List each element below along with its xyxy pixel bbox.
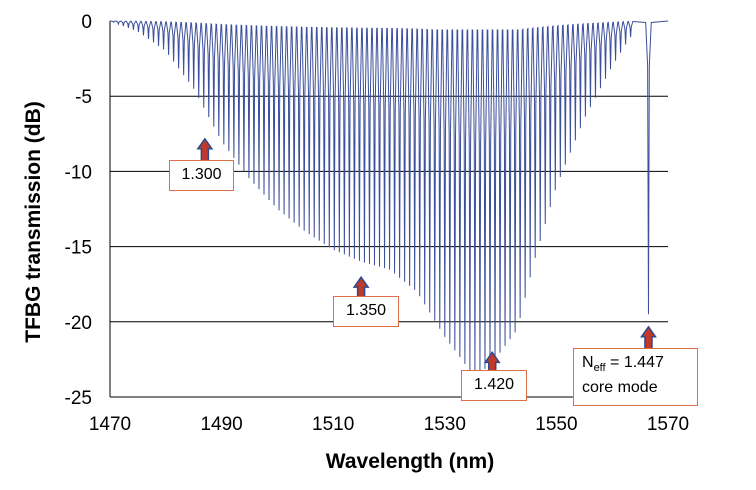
annotation-core-mode-text: core mode <box>582 379 658 397</box>
annotation-arrows <box>196 137 657 380</box>
x-tick-label: 1510 <box>312 414 354 435</box>
x-tick-label: 1550 <box>535 414 577 435</box>
spectrum-line <box>109 20 669 374</box>
x-tick-label: 1530 <box>424 414 466 435</box>
x-tick-label: 1570 <box>647 414 689 435</box>
annotation-1300: 1.300 <box>169 160 234 191</box>
annotation-label: 1.300 <box>181 166 222 183</box>
y-tick-labels: 0 -5 -10 -15 -20 -25 <box>65 12 92 409</box>
y-tick-label: -10 <box>65 162 92 183</box>
x-tick-label: 1490 <box>200 414 242 435</box>
y-tick-label: -25 <box>65 388 92 409</box>
y-tick-label: -5 <box>75 87 92 108</box>
y-tick-label: -20 <box>65 313 92 334</box>
x-tick-label: 1470 <box>89 414 131 435</box>
y-axis-title: TFBG transmission (dB) <box>22 101 45 343</box>
annotation-label: 1.350 <box>345 302 387 319</box>
annotation-1420: 1.420 <box>461 370 527 401</box>
y-tick-label: -15 <box>65 238 92 259</box>
annotation-1350: 1.350 <box>333 296 399 327</box>
annotation-neff: Neff = 1.447 <box>582 354 664 375</box>
annotation-core-mode: Neff = 1.447 core mode <box>573 348 698 406</box>
x-axis-title: Wavelength (nm) <box>326 450 494 473</box>
annotation-label: 1.420 <box>473 376 515 393</box>
y-tick-label: 0 <box>81 12 92 33</box>
x-tick-labels: 1470 1490 1510 1530 1550 1570 <box>89 414 689 435</box>
